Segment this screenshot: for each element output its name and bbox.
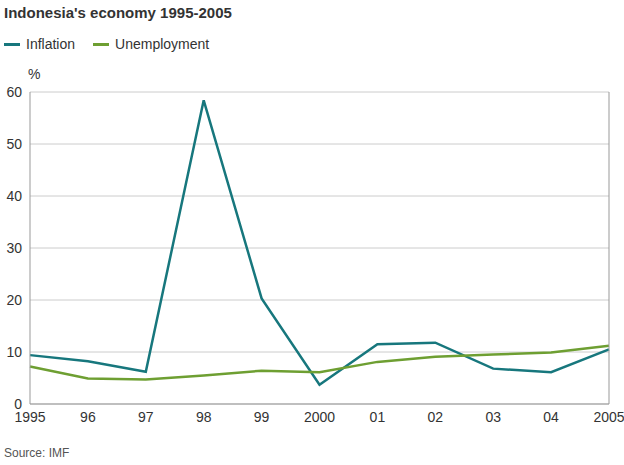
svg-text:04: 04 [543, 409, 559, 425]
svg-text:97: 97 [138, 409, 154, 425]
svg-text:30: 30 [8, 240, 22, 256]
html-text:Inflation: Inflation [26, 36, 75, 52]
svg-text:40: 40 [8, 188, 22, 204]
svg-text:20: 20 [8, 292, 22, 308]
html-text:Indonesia's economy 1995-2005: Indonesia's economy 1995-2005 [4, 4, 232, 21]
html-text:Source: IMF: Source: IMF [4, 446, 70, 460]
html-text:Unemployment: Unemployment [115, 36, 210, 52]
svg-text:03: 03 [485, 409, 501, 425]
svg-text:10: 10 [8, 344, 22, 360]
svg-text:0: 0 [14, 396, 22, 412]
svg-text:99: 99 [254, 409, 270, 425]
svg-text:01: 01 [370, 409, 386, 425]
svg-text:2000: 2000 [304, 409, 335, 425]
svg-text:2005: 2005 [593, 409, 616, 425]
svg-text:96: 96 [80, 409, 96, 425]
svg-text:60: 60 [8, 84, 22, 100]
svg-text:98: 98 [196, 409, 212, 425]
svg-text:02: 02 [428, 409, 444, 425]
svg-text:1995: 1995 [14, 408, 46, 425]
svg-text:50: 50 [8, 136, 22, 152]
